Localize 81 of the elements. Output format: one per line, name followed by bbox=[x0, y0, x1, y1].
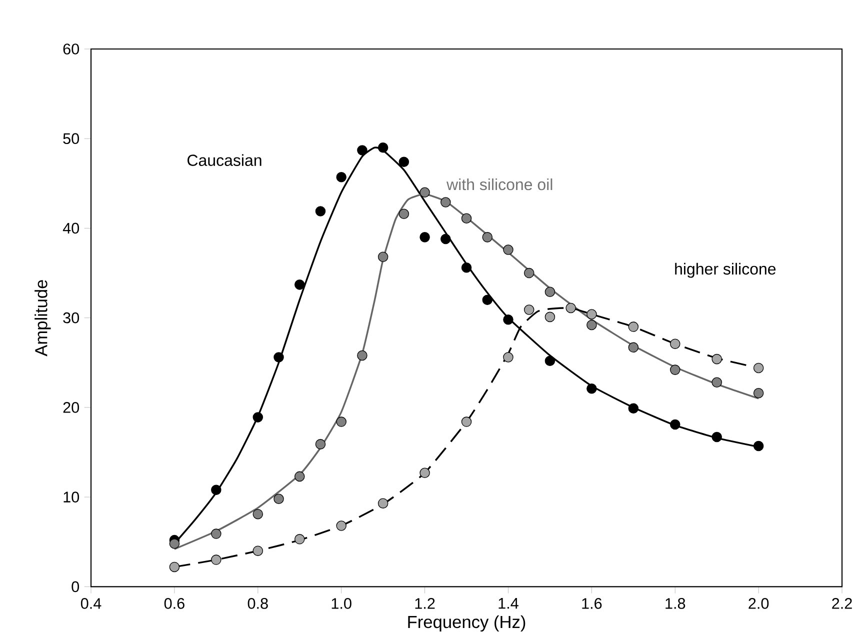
point bbox=[503, 352, 514, 362]
point bbox=[336, 520, 346, 531]
point bbox=[753, 362, 764, 374]
x-tick-label: 0.6 bbox=[164, 598, 184, 609]
annotation: Caucasian bbox=[188, 154, 262, 166]
annotation: with silicone oil bbox=[446, 178, 552, 190]
point bbox=[670, 338, 680, 349]
point bbox=[252, 508, 264, 520]
x-tick-label: 0.4 bbox=[80, 598, 102, 609]
point bbox=[274, 494, 284, 504]
point bbox=[461, 416, 472, 427]
point bbox=[586, 383, 597, 394]
point bbox=[420, 468, 430, 478]
y-tick-label: 10 bbox=[64, 492, 80, 502]
y-tick-label: 30 bbox=[63, 312, 80, 324]
point bbox=[712, 354, 722, 364]
point bbox=[211, 484, 222, 496]
y-tick-label: 20 bbox=[63, 402, 80, 413]
point bbox=[378, 252, 388, 262]
annotation: higher silicone bbox=[675, 262, 776, 278]
point bbox=[544, 312, 556, 322]
x-tick-label: 0.8 bbox=[248, 598, 268, 609]
point bbox=[252, 412, 264, 422]
point bbox=[169, 538, 180, 549]
point bbox=[461, 213, 472, 224]
point bbox=[294, 280, 305, 290]
point bbox=[440, 234, 451, 244]
point bbox=[378, 498, 388, 508]
point bbox=[211, 528, 222, 539]
point bbox=[336, 416, 346, 427]
y-tick-label: 50 bbox=[63, 133, 80, 144]
y-tick-label: 60 bbox=[63, 44, 80, 54]
point bbox=[628, 322, 639, 332]
point bbox=[544, 286, 556, 297]
point bbox=[712, 377, 722, 388]
point bbox=[294, 534, 305, 544]
x-tick-label: 2.2 bbox=[832, 598, 852, 609]
point bbox=[294, 471, 305, 482]
point bbox=[670, 364, 680, 375]
point bbox=[503, 244, 514, 255]
x-tick-label: 1.2 bbox=[415, 598, 435, 609]
point bbox=[357, 350, 368, 361]
x-tick-label: 1.6 bbox=[582, 598, 602, 609]
point bbox=[482, 294, 493, 306]
point bbox=[628, 342, 639, 353]
point bbox=[753, 388, 764, 398]
x-tick-label: 1.0 bbox=[332, 598, 352, 609]
point bbox=[586, 320, 597, 330]
y-axis-title: Amplitude bbox=[34, 280, 51, 356]
point bbox=[461, 262, 472, 273]
point bbox=[482, 232, 493, 242]
x-tick-label: 1.8 bbox=[666, 598, 686, 609]
point bbox=[566, 302, 576, 314]
x-axis-title: Frequency (Hz) bbox=[408, 615, 526, 632]
point bbox=[420, 187, 430, 198]
point bbox=[398, 156, 410, 168]
point bbox=[169, 562, 180, 572]
point bbox=[524, 268, 534, 278]
y-tick-label: 0 bbox=[72, 581, 80, 592]
point bbox=[252, 546, 264, 556]
x-tick-label: 1.4 bbox=[498, 598, 518, 609]
point bbox=[420, 232, 430, 242]
point bbox=[315, 439, 326, 450]
point bbox=[211, 554, 222, 565]
point bbox=[378, 142, 388, 153]
point bbox=[544, 356, 556, 366]
point bbox=[357, 145, 368, 156]
point bbox=[440, 197, 451, 208]
point bbox=[336, 172, 346, 182]
point bbox=[274, 352, 284, 362]
point bbox=[586, 309, 597, 320]
point bbox=[524, 304, 534, 315]
point bbox=[628, 403, 639, 414]
point bbox=[712, 432, 722, 442]
point bbox=[753, 440, 764, 452]
point bbox=[315, 206, 326, 216]
point bbox=[503, 314, 514, 325]
x-tick-label: 2.0 bbox=[748, 598, 769, 609]
point bbox=[670, 419, 680, 430]
y-tick-label: 40 bbox=[62, 222, 80, 234]
point bbox=[398, 208, 410, 220]
